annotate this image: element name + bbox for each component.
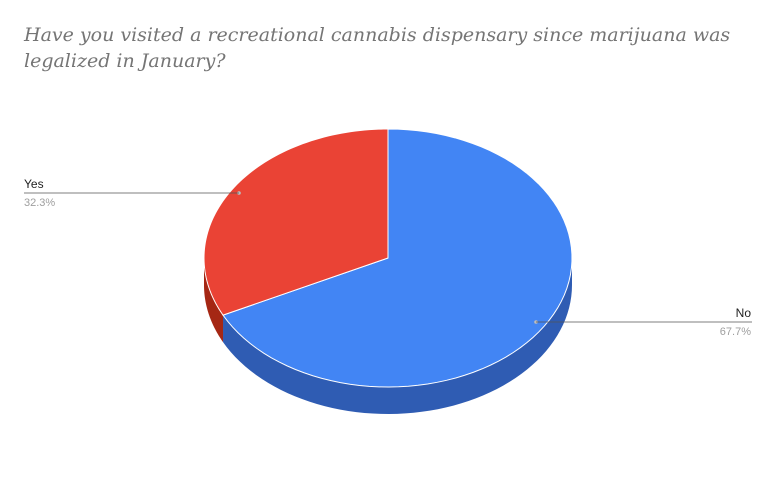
slice-label-no: No: [736, 306, 752, 320]
chart-title: Have you visited a recreational cannabis…: [24, 24, 731, 72]
slice-yes: [203, 128, 389, 316]
slice-value-no: 67.7%: [720, 326, 751, 338]
slice-no: [222, 128, 573, 388]
slice-value-yes: 32.3%: [24, 197, 55, 209]
slice-label-yes: Yes: [24, 177, 44, 191]
